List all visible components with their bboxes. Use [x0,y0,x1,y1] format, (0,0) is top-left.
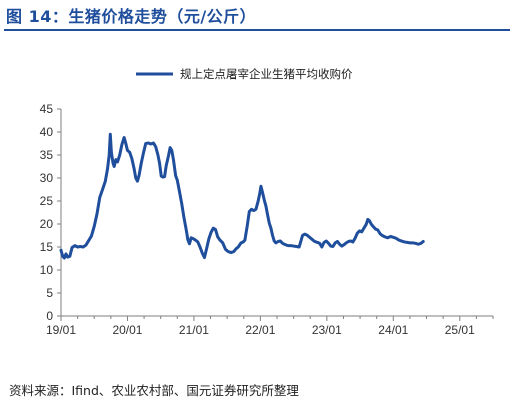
legend-label: 规上定点屠宰企业生猪平均收购价 [180,67,353,81]
y-tick-label: 30 [40,171,54,185]
x-tick-label: 24/01 [378,323,408,337]
y-axis: 0 5 10 15 20 25 30 35 40 45 [40,102,62,323]
source-note: 资料来源：Ifind、农业农村部、国元证券研究所整理 [9,383,299,398]
x-tick-label: 23/01 [312,323,342,337]
y-tick-label: 15 [40,240,54,254]
y-tick-label: 45 [40,102,54,116]
y-tick-label: 25 [40,194,54,208]
y-tick-label: 35 [40,148,54,162]
x-tick-label: 25/01 [445,323,475,337]
y-tick-label: 0 [46,309,53,323]
y-tick-label: 40 [40,125,54,139]
y-tick-label: 5 [46,286,53,300]
y-tick-label: 20 [40,217,54,231]
x-tick-label: 21/01 [179,323,209,337]
x-axis: 19/01 20/01 21/01 22/01 23/01 24/01 25/01 [46,315,494,337]
x-tick-label: 20/01 [112,323,142,337]
x-tick-label: 19/01 [46,323,76,337]
chart-legend: 规上定点屠宰企业生猪平均收购价 [136,67,353,81]
plot-area [59,132,425,260]
series-line [59,132,425,260]
title-divider [4,29,510,31]
y-tick-label: 10 [40,263,54,277]
figure-title: 图 14：生猪价格走势（元/公斤） [6,7,257,26]
x-tick-label: 22/01 [245,323,275,337]
